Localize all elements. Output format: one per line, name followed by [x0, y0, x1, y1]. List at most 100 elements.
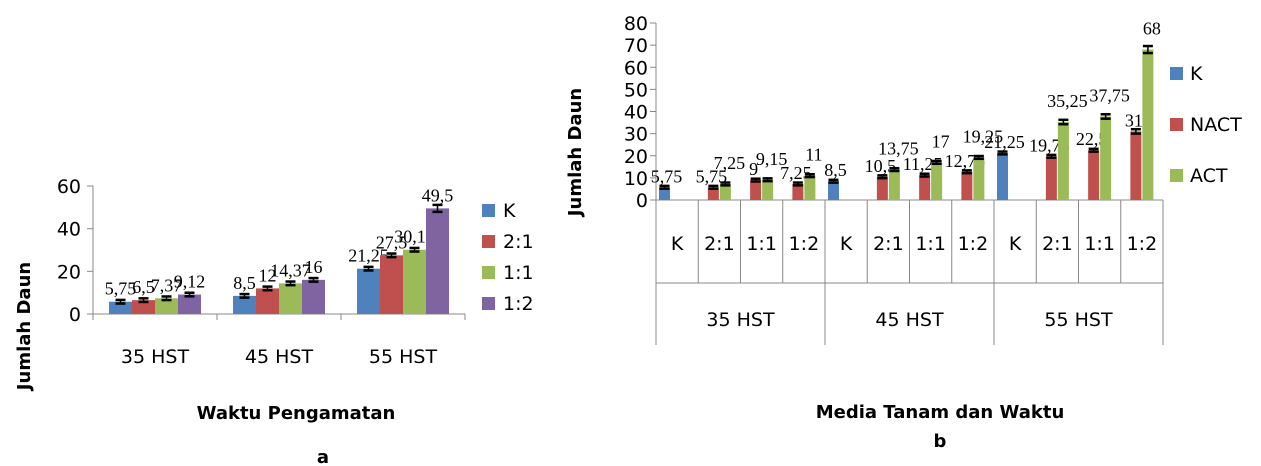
bar-NACT: [919, 175, 931, 200]
legend-label: K: [1190, 63, 1203, 85]
legend-swatch-1:1: [482, 266, 495, 279]
bar-ACT: [1142, 49, 1154, 200]
y-tick-label: 10: [624, 168, 648, 190]
y-tick-label: 70: [624, 35, 648, 57]
data-label: 7,25: [714, 153, 746, 173]
x-subcategory-label: 1:2: [1127, 233, 1158, 255]
y-tick-label: 50: [624, 79, 648, 101]
x-subcategory-label: K: [671, 233, 684, 255]
data-label: 17: [932, 131, 950, 151]
legend-label: K: [503, 200, 516, 222]
bar-NACT: [707, 187, 719, 200]
legend-label: ACT: [1190, 165, 1228, 187]
y-tick-label: 0: [636, 190, 648, 212]
y-axis-title: Jumlah Daun: [14, 262, 35, 392]
y-tick-label: 40: [624, 102, 648, 124]
data-label: 9: [749, 159, 758, 179]
panel-label-b: b: [934, 431, 947, 452]
bar-1:1-45 HST: [279, 283, 302, 314]
bar-ACT: [973, 157, 985, 200]
data-label: 19,25: [963, 126, 1004, 146]
x-axis-title: Media Tanam dan Waktu: [816, 402, 1065, 423]
data-label: 5,75: [696, 166, 728, 186]
data-label: 21,25: [984, 132, 1025, 152]
x-subcategory-label: 1:1: [915, 233, 946, 255]
bar-2:1-55 HST: [380, 255, 403, 314]
x-subcategory-label: 1:2: [958, 233, 989, 255]
x-category-label: 55 HST: [369, 346, 438, 368]
legend-swatch-1:2: [482, 297, 495, 310]
bar-2:1-45 HST: [256, 288, 279, 314]
legend-swatch-NACT: [1170, 118, 1183, 131]
bar-ACT: [888, 169, 900, 200]
data-label: 22,5: [1076, 129, 1108, 149]
bar-ACT: [1057, 122, 1069, 200]
data-label: 21,25: [348, 246, 389, 266]
bar-1:2-35 HST: [178, 294, 201, 314]
bar-ACT: [762, 179, 774, 200]
panel-label-a: a: [317, 447, 329, 466]
bar-ACT: [931, 162, 943, 200]
legend-label: 1:1: [503, 262, 534, 284]
x-group-label: 45 HST: [875, 309, 944, 331]
bar-2:1-35 HST: [132, 300, 155, 314]
x-subcategory-label: 1:1: [746, 233, 777, 255]
bar-ACT: [719, 183, 731, 200]
legend-label: 1:2: [503, 293, 534, 315]
data-label: 10,5: [865, 156, 897, 176]
bar-NACT: [1088, 150, 1100, 200]
bar-K: [997, 152, 1008, 200]
y-tick-label: 30: [624, 124, 648, 146]
bar-ACT: [1100, 116, 1112, 200]
x-category-label: 45 HST: [245, 346, 314, 368]
data-label: 37,75: [1089, 85, 1130, 105]
legend-swatch-2:1: [482, 235, 495, 248]
data-label: 6,5: [132, 277, 155, 297]
x-subcategory-label: 2:1: [873, 233, 904, 255]
bar-NACT: [1045, 156, 1057, 200]
bar-NACT: [876, 176, 888, 200]
legend-swatch-ACT: [1170, 169, 1183, 182]
data-label: 13,75: [878, 139, 919, 159]
legend-swatch-K: [1170, 67, 1183, 80]
legend-swatch-K: [482, 204, 495, 217]
bar-ACT: [804, 175, 816, 200]
data-label: 12: [259, 265, 277, 285]
y-tick-label: 40: [57, 219, 81, 241]
x-axis-title: Waktu Pengamatan: [197, 403, 396, 424]
data-label: 7,37: [151, 275, 183, 295]
y-tick-label: 20: [624, 146, 648, 168]
bar-K-45 HST: [233, 295, 256, 314]
bar-1:2-45 HST: [302, 279, 325, 314]
y-tick-label: 0: [69, 304, 81, 326]
x-subcategory-label: 2:1: [1042, 233, 1073, 255]
legend-label: 2:1: [503, 231, 534, 253]
data-label: 35,25: [1047, 91, 1088, 111]
y-tick-label: 60: [624, 57, 648, 79]
y-axis-title: Jumlah Daun: [565, 88, 586, 218]
y-tick-label: 60: [57, 176, 81, 198]
data-label: 31: [1125, 110, 1143, 130]
data-label: 8,5: [233, 273, 256, 293]
data-label: 27,5: [376, 232, 408, 252]
bar-NACT: [792, 183, 804, 200]
x-group-label: 35 HST: [706, 309, 775, 331]
bar-1:1-35 HST: [155, 298, 178, 314]
data-label: 9,12: [174, 272, 206, 292]
data-label: 7,25: [780, 163, 812, 183]
data-label: 11: [805, 145, 822, 165]
x-subcategory-label: K: [1009, 233, 1022, 255]
data-label: 8,5: [824, 160, 847, 180]
legend-label: NACT: [1190, 114, 1242, 136]
bar-K-35 HST: [109, 301, 132, 314]
bar-NACT: [961, 171, 973, 200]
x-subcategory-label: 2:1: [704, 233, 735, 255]
x-category-label: 35 HST: [121, 346, 190, 368]
x-subcategory-label: 1:2: [789, 233, 820, 255]
bar-K-55 HST: [357, 268, 380, 314]
y-tick-label: 80: [624, 13, 648, 35]
bar-NACT: [750, 180, 762, 200]
bar-1:1-55 HST: [403, 249, 426, 314]
data-label: 68: [1143, 19, 1161, 39]
